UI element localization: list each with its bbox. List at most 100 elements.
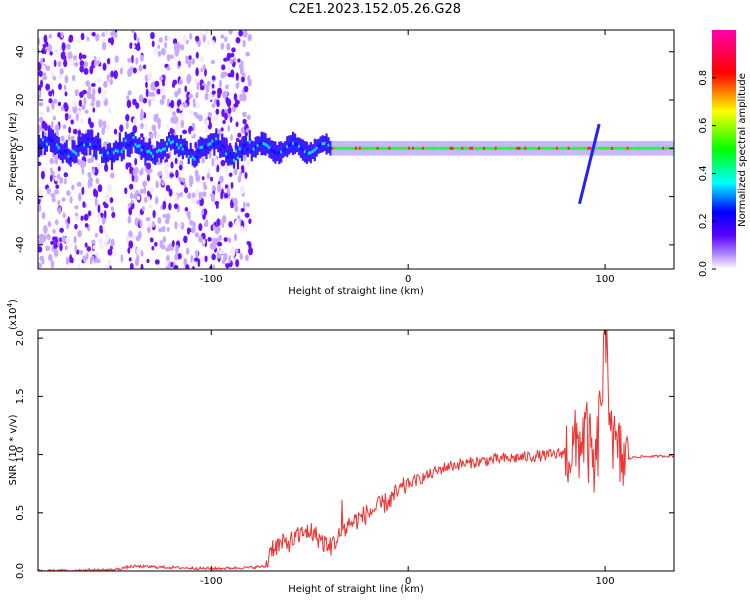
- spectrogram-band-core: [337, 146, 340, 150]
- spectrogram-noise-blob: [218, 79, 223, 88]
- spectrogram-noise-blob: [82, 89, 87, 95]
- spectrogram-noise-blob: [126, 95, 130, 101]
- spectrogram-noise-blob: [237, 58, 241, 63]
- spectrogram-band-core: [232, 158, 236, 162]
- spectrogram-noise-blob: [198, 235, 203, 243]
- spectrogram-noise-blob: [188, 55, 192, 61]
- spectrogram-band-core: [345, 146, 348, 150]
- spectrogram-noise-blob: [140, 110, 145, 119]
- spectrogram-band-core: [38, 144, 41, 148]
- spectrogram-noise-blob: [242, 39, 246, 48]
- spectrogram-band-core: [425, 146, 429, 150]
- spectrogram-noise-blob: [212, 116, 216, 122]
- spectrogram-band-core: [459, 146, 462, 150]
- spectrogram-band-core: [364, 146, 368, 150]
- spectrogram-noise-blob: [73, 235, 77, 244]
- spectrogram-band-core: [252, 147, 255, 151]
- spectrogram-noise-blob: [128, 257, 132, 262]
- spectrogram-band-core: [299, 146, 303, 150]
- spectrogram-noise-blob: [196, 82, 200, 91]
- spectrogram-band-core: [173, 143, 177, 147]
- spectrogram-noise-blob: [195, 113, 200, 119]
- spectrogram-noise-blob: [184, 186, 189, 194]
- spectrogram-band-core: [380, 146, 383, 150]
- spectrogram-band-core: [290, 142, 293, 146]
- spectrogram-noise-blob: [46, 187, 52, 195]
- spectrogram-noise-blob: [114, 30, 118, 33]
- spectrogram-noise-blob: [131, 234, 137, 240]
- spectrogram-noise-blob: [159, 227, 164, 232]
- spectrogram-band-core: [197, 149, 200, 153]
- spectrogram-band-core: [382, 146, 385, 150]
- spectrogram-band-core: [140, 148, 143, 152]
- spectrogram-band-core: [169, 141, 173, 145]
- spectrogram-band-core: [396, 146, 399, 150]
- spectrogram-noise-blob: [160, 48, 166, 56]
- colorbar-tick-label: 0.6: [698, 118, 709, 134]
- spectrogram-noise-blob: [81, 167, 85, 175]
- spectrogram-band-core: [603, 146, 606, 150]
- spectrogram-noise-blob: [162, 236, 167, 243]
- spectrogram-noise-blob: [171, 240, 175, 248]
- spectrogram-band-core: [339, 146, 342, 150]
- spectrogram-band-core: [463, 146, 466, 150]
- spectrogram-noise-blob: [97, 214, 102, 223]
- spectrogram-band-core: [219, 147, 222, 151]
- spectrogram-noise-blob: [82, 160, 87, 168]
- spectrogram-band-core: [583, 146, 586, 150]
- spectrogram-band-core: [248, 140, 251, 144]
- spectrogram-noise-blob: [220, 34, 225, 39]
- spectrogram-noise-blob: [211, 103, 216, 108]
- spectrogram-band-core: [376, 146, 379, 150]
- spectrogram-noise-blob: [62, 212, 66, 219]
- spectrogram-band-core: [567, 146, 570, 150]
- spectrogram-noise-blob: [191, 58, 195, 65]
- spectrogram-noise-blob: [38, 161, 42, 167]
- spectrogram-noise-blob: [153, 48, 158, 55]
- spectrogram-noise-blob: [201, 191, 207, 197]
- spectrogram-band-core: [110, 157, 114, 161]
- spectrogram-band-core: [280, 150, 283, 154]
- spectrogram-noise-blob: [223, 57, 229, 62]
- spectrogram-noise-blob: [102, 225, 106, 231]
- spectrogram-band-core: [599, 146, 602, 150]
- spectrogram-noise-blob: [223, 71, 228, 77]
- spectrogram-noise-blob: [178, 79, 183, 85]
- spectrogram-band-core: [254, 145, 257, 149]
- spectrogram-band-core: [55, 143, 58, 147]
- spectrogram-noise-blob: [58, 206, 62, 215]
- spectrogram-noise-blob: [195, 51, 199, 59]
- spectrogram-noise-blob: [230, 52, 235, 58]
- spectrogram-noise-blob: [139, 133, 144, 138]
- spectrogram-band-core: [122, 147, 125, 151]
- spectrogram-noise-blob: [87, 210, 92, 217]
- spectrogram-noise-blob: [59, 242, 63, 252]
- spectrogram-noise-blob: [147, 71, 153, 81]
- spectrogram-band-core: [227, 155, 230, 159]
- spectrogram-noise-blob: [149, 187, 155, 193]
- spectrogram-band-core: [664, 146, 667, 150]
- spectrogram-band-core: [595, 146, 598, 150]
- spectrogram-noise-blob: [245, 51, 251, 57]
- spectrogram-band-core: [238, 147, 242, 151]
- spectrogram-noise-blob: [216, 218, 220, 227]
- spectrogram-noise-blob: [214, 158, 219, 167]
- spectrogram-band-core: [449, 146, 452, 150]
- spectrogram-band-core: [563, 146, 566, 150]
- spectrogram-noise-blob: [103, 80, 108, 88]
- spectrogram-band-core: [297, 144, 301, 148]
- spectrogram-noise-blob: [94, 232, 99, 238]
- spectrogram-noise-blob: [102, 93, 106, 101]
- spectrogram-noise-blob: [190, 226, 196, 234]
- spectrogram-band-core: [419, 146, 423, 150]
- spectrogram-noise-blob: [246, 159, 251, 167]
- spectrogram-band-core: [77, 144, 80, 148]
- spectrogram-noise-blob: [205, 84, 210, 94]
- spectrogram-noise-blob: [226, 186, 231, 196]
- spectrogram-noise-blob: [88, 31, 93, 37]
- spectrogram-noise-blob: [79, 60, 85, 67]
- spectrogram-band-core: [492, 146, 496, 150]
- spectrogram-band-core: [433, 146, 436, 150]
- spectrogram-band-core: [589, 146, 592, 150]
- spectrogram-noise-blob: [234, 233, 237, 242]
